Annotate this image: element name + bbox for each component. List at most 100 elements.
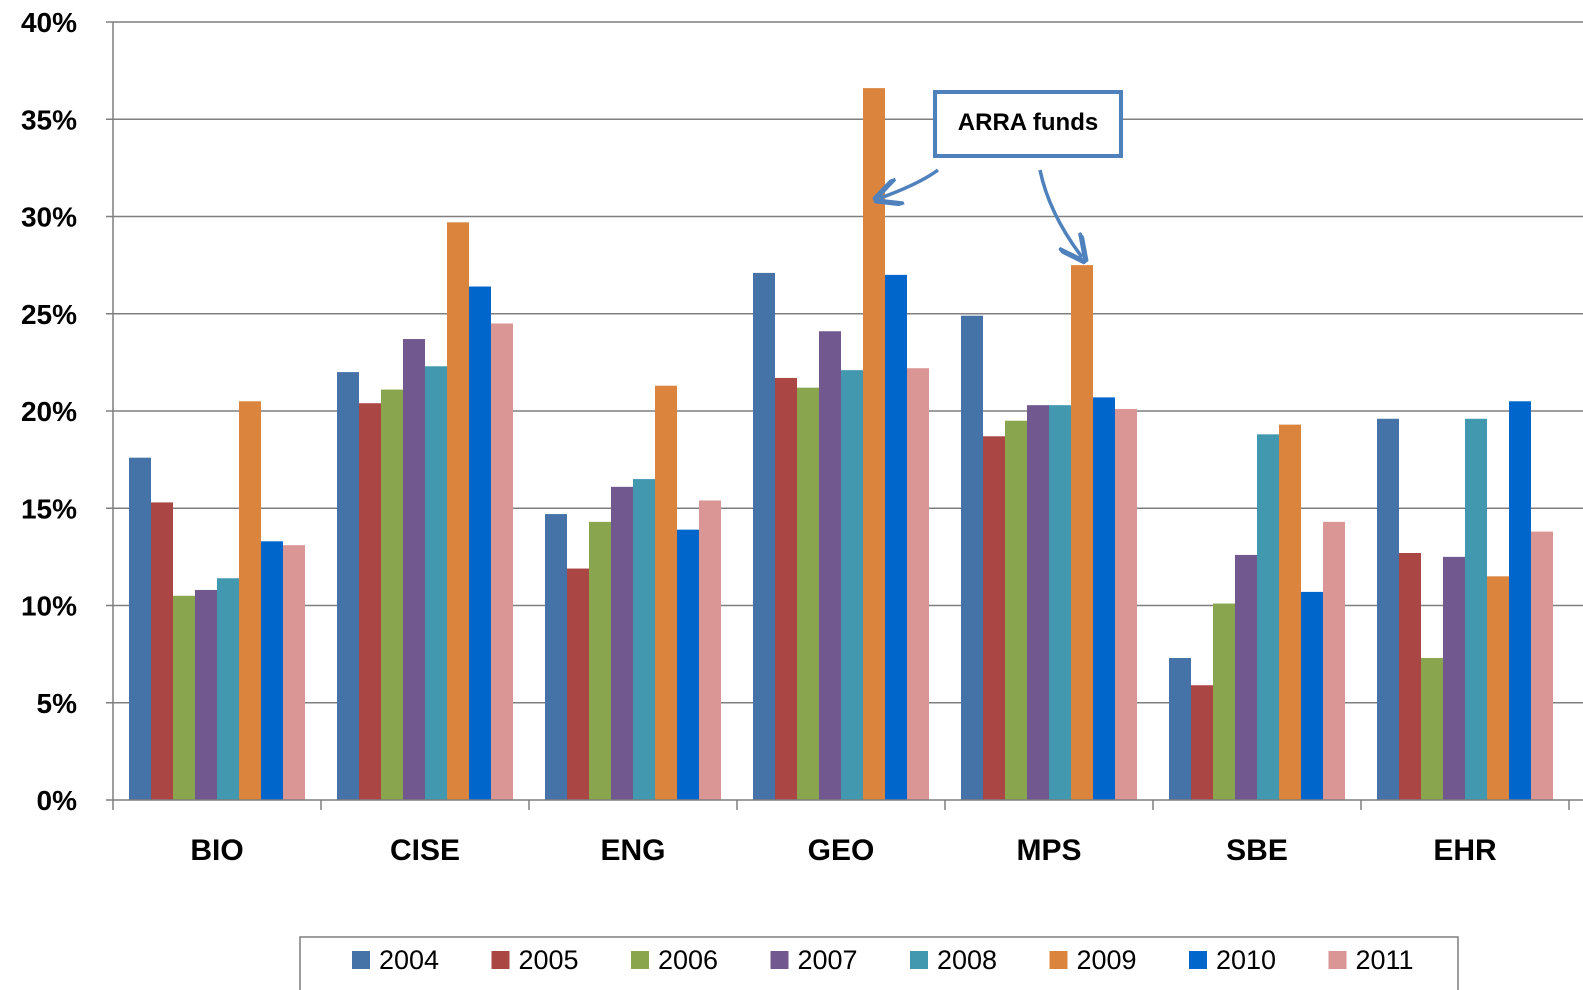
bar-ehr-2011 <box>1531 531 1553 800</box>
bar-eng-2008 <box>633 479 655 800</box>
bar-ehr-2004 <box>1377 418 1399 800</box>
bars <box>129 88 1553 801</box>
bar-bio-2006 <box>173 595 195 800</box>
bar-geo-2010 <box>885 274 907 801</box>
bar-eng-2005 <box>567 568 589 800</box>
legend-swatch-2009 <box>1049 951 1068 969</box>
bar-ehr-2005 <box>1399 552 1421 800</box>
bar-cise-2007 <box>403 339 425 800</box>
bar-geo-2007 <box>819 331 841 800</box>
bar-geo-2011 <box>907 368 929 800</box>
x-tick-label: ENG <box>600 834 665 867</box>
bar-bio-2010 <box>261 541 283 800</box>
legend-swatch-2011 <box>1328 951 1347 969</box>
x-axis-tick-labels: BIO CISE ENG GEO MPS SBE EHR <box>190 834 1497 867</box>
bar-sbe-2007 <box>1235 554 1257 800</box>
bar-sbe-2008 <box>1257 434 1279 800</box>
axes <box>106 21 1583 810</box>
bar-eng-2007 <box>611 486 633 800</box>
legend: 2004 2005 2006 2007 2008 2009 2010 2011 <box>299 936 1459 990</box>
legend-label-2008: 2008 <box>937 945 997 975</box>
legend-label-2006: 2006 <box>658 945 718 975</box>
annotation-label: ARRA funds <box>958 109 1098 136</box>
legend-swatch-2007 <box>770 951 789 969</box>
legend-label-2011: 2011 <box>1356 945 1414 975</box>
y-tick-label: 40% <box>21 7 77 38</box>
bar-cise-2005 <box>359 403 381 800</box>
legend-box <box>299 936 1459 990</box>
bar-ehr-2008 <box>1465 418 1487 800</box>
legend-swatch-2008 <box>910 951 928 969</box>
bar-mps-2008 <box>1049 405 1071 800</box>
y-tick-label: 35% <box>21 104 77 135</box>
bar-mps-2005 <box>983 436 1005 800</box>
bar-eng-2006 <box>589 521 611 800</box>
y-tick-label: 30% <box>21 202 77 233</box>
bar-cise-2010 <box>469 286 491 800</box>
bar-sbe-2010 <box>1301 591 1323 800</box>
bar-sbe-2004 <box>1169 658 1191 800</box>
bar-eng-2009 <box>655 385 677 800</box>
x-tick-label: EHR <box>1433 834 1497 867</box>
x-tick-label: SBE <box>1226 834 1288 867</box>
legend-swatch-2004 <box>352 951 370 969</box>
legend-label-2005: 2005 <box>519 945 579 975</box>
annotation-arrow <box>1038 169 1082 257</box>
bar-ehr-2006 <box>1421 658 1443 800</box>
bar-mps-2009 <box>1071 265 1093 800</box>
legend-swatch-2005 <box>491 951 510 969</box>
y-tick-label: 20% <box>21 396 77 427</box>
bar-bio-2007 <box>195 589 217 800</box>
bar-ehr-2010 <box>1509 401 1531 800</box>
legend-label-2009: 2009 <box>1077 945 1137 975</box>
bar-cise-2011 <box>491 323 513 800</box>
bar-bio-2005 <box>151 502 173 800</box>
bar-geo-2006 <box>797 387 819 800</box>
x-tick-label: CISE <box>390 834 460 867</box>
bar-sbe-2006 <box>1213 603 1235 800</box>
bar-mps-2010 <box>1093 397 1115 800</box>
bar-cise-2006 <box>381 389 403 800</box>
y-axis-tick-labels: 0% 5% 10% 15% 20% 25% 30% 35% 40% <box>21 7 77 816</box>
bar-cise-2004 <box>337 372 359 800</box>
bar-sbe-2011 <box>1323 521 1345 800</box>
bar-mps-2011 <box>1115 409 1137 800</box>
y-tick-label: 15% <box>21 493 77 524</box>
bar-mps-2004 <box>961 315 983 800</box>
bar-geo-2009 <box>863 88 885 800</box>
bar-cise-2009 <box>447 222 469 800</box>
y-tick-label: 5% <box>37 688 78 719</box>
bar-eng-2010 <box>677 529 699 800</box>
bar-ehr-2009 <box>1487 576 1509 800</box>
y-tick-label: 25% <box>21 299 77 330</box>
y-tick-label: 10% <box>21 591 77 622</box>
x-tick-label: BIO <box>190 834 243 867</box>
legend-label-2007: 2007 <box>798 945 858 975</box>
bar-sbe-2009 <box>1279 424 1301 800</box>
bar-bio-2008 <box>217 578 239 800</box>
x-tick-label: MPS <box>1016 834 1081 867</box>
bar-bio-2009 <box>239 401 261 800</box>
bar-ehr-2007 <box>1443 556 1465 800</box>
bar-geo-2008 <box>841 370 863 800</box>
annotation-box <box>933 90 1123 158</box>
bar-geo-2005 <box>775 377 797 800</box>
bar-geo-2004 <box>753 272 775 800</box>
legend-swatch-2010 <box>1189 951 1207 969</box>
y-tick-label: 0% <box>37 785 78 816</box>
bar-eng-2011 <box>699 500 721 800</box>
annotation: ARRA funds <box>880 90 1123 257</box>
legend-label-2010: 2010 <box>1216 945 1276 975</box>
bar-eng-2004 <box>545 514 567 800</box>
bar-cise-2008 <box>425 366 447 800</box>
annotation-arrow <box>880 168 940 198</box>
bar-mps-2007 <box>1027 405 1049 800</box>
bar-bio-2004 <box>129 457 151 800</box>
bar-sbe-2005 <box>1191 685 1213 800</box>
bar-mps-2006 <box>1005 420 1027 800</box>
bar-bio-2011 <box>283 545 305 800</box>
x-tick-label: GEO <box>808 834 875 867</box>
legend-swatch-2006 <box>631 951 649 969</box>
legend-label-2004: 2004 <box>379 945 439 975</box>
